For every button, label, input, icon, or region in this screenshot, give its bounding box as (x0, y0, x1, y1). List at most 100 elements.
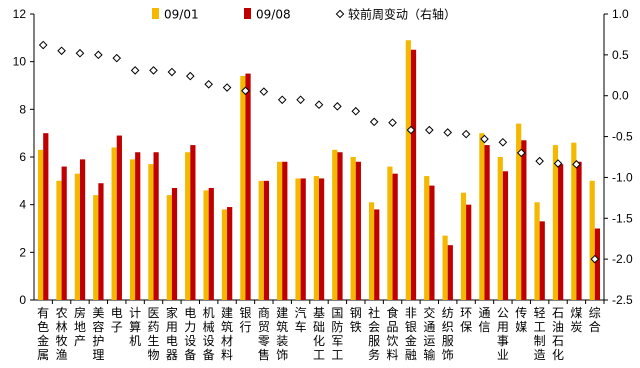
points (38, 40, 600, 264)
left-tick-label: 8 (19, 102, 26, 116)
bar-0901 (552, 145, 559, 300)
category-label: 食品饮料 (387, 305, 399, 362)
category-label: 公用事业 (497, 306, 509, 362)
change-point (443, 128, 453, 137)
bar-0901 (258, 180, 264, 300)
change-point (461, 129, 471, 139)
bar-0901 (460, 192, 467, 300)
change-point (498, 137, 508, 147)
bar-0908 (429, 185, 435, 300)
bar-0908 (153, 152, 159, 300)
category-label: 纺织服饰 (442, 306, 454, 362)
bar-0901 (368, 202, 375, 300)
right-tick-label: 0.0 (612, 89, 629, 103)
category-label: 石油石化 (552, 306, 564, 362)
bar-0908 (594, 228, 601, 300)
category-label: 综合 (589, 306, 601, 334)
left-tick-label: 0 (19, 293, 26, 307)
bar-0901 (479, 133, 485, 300)
left-tick-label: 2 (19, 245, 26, 259)
bar-0908 (558, 164, 564, 300)
change-point (204, 79, 213, 89)
change-point (130, 66, 140, 75)
left-tick-label: 6 (19, 150, 26, 164)
change-point (57, 46, 66, 56)
left-tick-label: 4 (19, 198, 26, 212)
bars (37, 40, 601, 300)
category-label: 机械设备 (203, 306, 215, 362)
change-point (516, 148, 526, 158)
category-labels: 有色金属农林牧渔房地产美容护理电子计算机医药生物家用电器电力设备机械设备建筑材料… (37, 305, 601, 362)
bar-0901 (497, 157, 503, 300)
bar-0901 (111, 147, 117, 300)
right-tick-label: -2.5 (612, 293, 633, 307)
change-point (388, 118, 397, 127)
category-label: 轻工制造 (534, 306, 546, 362)
category-label: 商贸零售 (258, 305, 270, 362)
bar-0901 (424, 176, 430, 300)
bar-0908 (576, 161, 582, 300)
bar-0901 (148, 164, 154, 300)
bar-0908 (300, 178, 306, 300)
change-point (75, 48, 85, 58)
bar-0901 (37, 149, 44, 300)
bar-0901 (295, 178, 301, 300)
bar-0901 (56, 180, 62, 300)
category-label: 医药生物 (148, 306, 160, 362)
change-point (572, 160, 581, 169)
category-label: 环保 (460, 306, 472, 334)
change-point (296, 95, 305, 105)
change-point (369, 117, 379, 127)
bar-0908 (466, 204, 472, 300)
bar-0901 (221, 209, 228, 300)
bar-0901 (350, 157, 356, 300)
bar-0901 (93, 195, 99, 300)
change-point (112, 53, 122, 63)
bar-0908 (521, 140, 527, 300)
change-point (590, 254, 600, 264)
bar-0908 (227, 207, 233, 300)
change-point (480, 134, 489, 144)
category-label: 国防军工 (331, 306, 343, 362)
category-label: 房地产 (74, 305, 86, 348)
category-label: 计算机 (129, 306, 141, 348)
axes: 0 2 4 6 8 10 12 -2.5 -2.0 -1.5 -1.0 -0.5 0.0 0.5 1.0 (13, 7, 633, 307)
bar-0901 (129, 159, 136, 300)
bar-0908 (410, 49, 417, 300)
change-point (38, 40, 48, 50)
change-point (333, 102, 342, 111)
bar-0901 (442, 235, 448, 300)
bar-0908 (171, 187, 178, 300)
change-point (277, 95, 287, 105)
right-tick-label: -2.0 (612, 252, 633, 266)
bar-0908 (79, 159, 86, 300)
change-point (94, 50, 103, 60)
bar-0908 (447, 245, 453, 300)
right-tick-label: -0.5 (612, 130, 633, 144)
bar-0908 (116, 135, 122, 300)
right-tick-label: 1.0 (612, 7, 629, 21)
category-label: 电子 (111, 306, 123, 334)
bar-0901 (74, 173, 80, 300)
bar-0901 (571, 142, 577, 300)
change-point (535, 156, 544, 166)
category-label: 家用电器 (166, 305, 178, 362)
category-label: 有色金属 (37, 306, 49, 362)
legend-label: 较前周变动（右轴） (348, 7, 456, 22)
right-tick-label: -1.5 (612, 211, 633, 225)
bar-0908 (245, 73, 251, 300)
change-point (259, 87, 269, 96)
category-label: 农林牧渔 (56, 306, 68, 362)
category-label: 基础化工 (313, 306, 325, 362)
bar-0901 (203, 190, 209, 300)
legend-marker (335, 9, 345, 19)
bar-0901 (534, 202, 540, 300)
bar-0908 (190, 145, 196, 300)
bar-0908 (43, 133, 49, 300)
bar-0908 (282, 161, 288, 300)
bar-0908 (392, 173, 398, 300)
category-label: 通信 (478, 306, 490, 334)
bar-0908 (502, 171, 509, 300)
bar-0908 (135, 152, 141, 300)
